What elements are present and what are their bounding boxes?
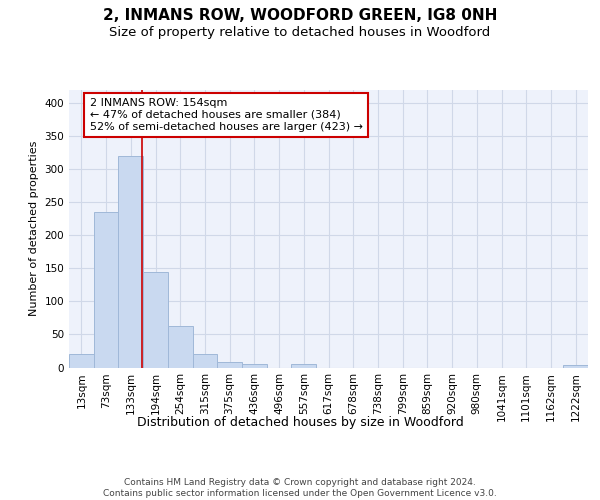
Bar: [193, 354, 217, 368]
Bar: [118, 156, 143, 368]
Bar: [168, 326, 193, 368]
Text: Contains HM Land Registry data © Crown copyright and database right 2024.
Contai: Contains HM Land Registry data © Crown c…: [103, 478, 497, 498]
Bar: [563, 365, 588, 368]
Text: Distribution of detached houses by size in Woodford: Distribution of detached houses by size …: [137, 416, 463, 429]
Bar: [94, 212, 118, 368]
Bar: [217, 362, 242, 368]
Bar: [69, 354, 94, 368]
Bar: [143, 272, 168, 368]
Bar: [292, 364, 316, 368]
Text: 2 INMANS ROW: 154sqm
← 47% of detached houses are smaller (384)
52% of semi-deta: 2 INMANS ROW: 154sqm ← 47% of detached h…: [90, 98, 363, 132]
Bar: [242, 364, 267, 368]
Text: Size of property relative to detached houses in Woodford: Size of property relative to detached ho…: [109, 26, 491, 39]
Text: 2, INMANS ROW, WOODFORD GREEN, IG8 0NH: 2, INMANS ROW, WOODFORD GREEN, IG8 0NH: [103, 8, 497, 22]
Y-axis label: Number of detached properties: Number of detached properties: [29, 141, 39, 316]
